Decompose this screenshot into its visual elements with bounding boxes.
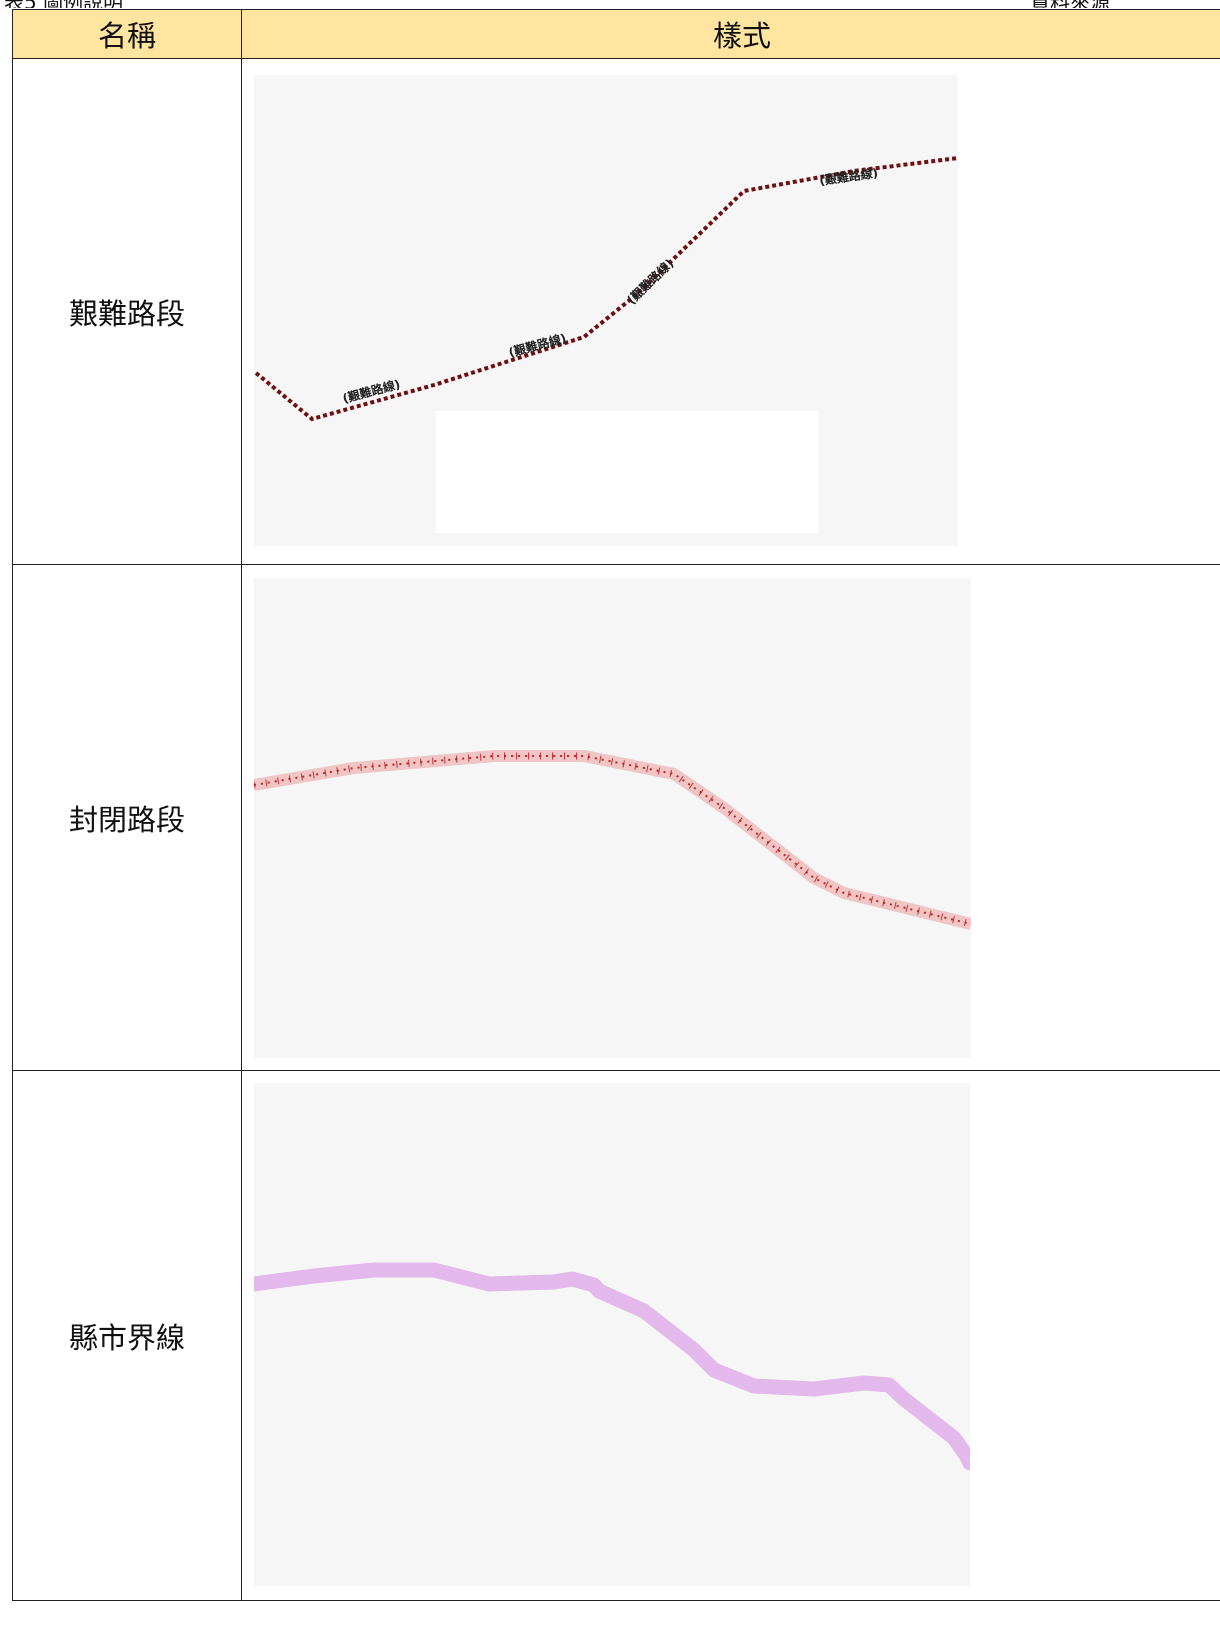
legend-table: 名稱 樣式 艱難路段 (艱難路線) (艱難路線) (艱難路線) (艱難路線) <box>12 9 1220 1601</box>
legend-name-closed-road: 封閉路段 <box>12 564 242 1071</box>
legend-row-difficult-road: 艱難路段 (艱難路線) (艱難路線) (艱難路線) (艱難路線) <box>12 58 1220 565</box>
county-boundary-style-image <box>254 1083 970 1586</box>
legend-name-difficult-road: 艱難路段 <box>12 58 242 565</box>
cut-off-header-text: 表5 圖例說明 資料來源 <box>0 0 1220 8</box>
legend-header-row: 名稱 樣式 <box>12 9 1220 59</box>
legend-style-closed-road <box>241 564 1220 1071</box>
column-header-name: 名稱 <box>12 9 242 59</box>
header-fragment-right: 資料來源 <box>1030 0 1110 8</box>
legend-name-county-boundary: 縣市界線 <box>12 1070 242 1601</box>
column-header-style: 樣式 <box>241 9 1220 59</box>
legend-style-difficult-road: (艱難路線) (艱難路線) (艱難路線) (艱難路線) <box>241 58 1220 565</box>
blank-patch <box>436 411 818 533</box>
legend-row-county-boundary: 縣市界線 <box>12 1070 1220 1601</box>
header-fragment-left: 表5 圖例說明 <box>4 0 123 8</box>
closed-road-style-image <box>254 578 971 1058</box>
difficult-road-style-image: (艱難路線) (艱難路線) (艱難路線) (艱難路線) <box>254 75 958 546</box>
legend-style-county-boundary <box>241 1070 1220 1601</box>
legend-row-closed-road: 封閉路段 <box>12 564 1220 1071</box>
